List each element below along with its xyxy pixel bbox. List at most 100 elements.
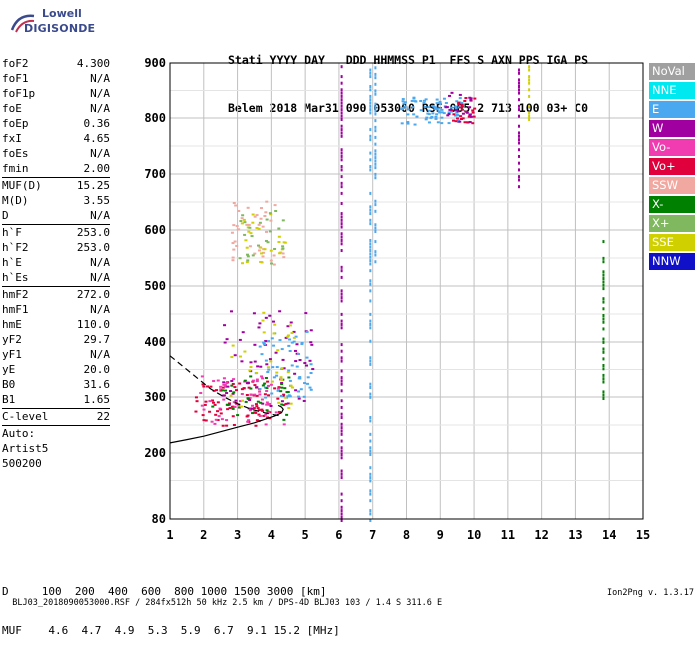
echo-point (369, 356, 372, 360)
echo-point (458, 93, 462, 96)
echo-point (270, 392, 274, 395)
echo-points (194, 65, 605, 522)
echo-point (244, 400, 248, 403)
echo-point (236, 414, 240, 417)
echo-point (374, 76, 377, 80)
echo-point (277, 240, 281, 243)
echo-point (278, 339, 282, 342)
echo-point (283, 396, 287, 399)
x-tick-label: 6 (335, 528, 342, 542)
echo-point (255, 419, 259, 422)
echo-point (427, 106, 431, 109)
echo-point (259, 217, 263, 220)
echo-point (340, 275, 343, 279)
echo-point (258, 221, 262, 224)
echo-point (374, 92, 377, 96)
echo-point (528, 81, 531, 85)
param-row: yF2 29.7 (2, 332, 110, 347)
echo-point (517, 185, 520, 189)
echo-point (455, 111, 459, 114)
echo-point (448, 94, 452, 97)
echo-point (369, 191, 372, 195)
x-tick-label: 2 (200, 528, 207, 542)
echo-point (229, 390, 233, 393)
echo-point (278, 310, 282, 313)
echo-point (271, 366, 275, 369)
echo-point (245, 382, 249, 385)
echo-point (369, 242, 372, 246)
autoscale-artist: Artist5 (2, 442, 49, 455)
echo-point (517, 71, 520, 75)
echo-point (438, 102, 442, 105)
param-name: h`E (2, 256, 22, 269)
echo-point (288, 379, 292, 382)
echo-point (401, 106, 405, 109)
echo-point (369, 255, 372, 259)
echo-point (283, 241, 287, 244)
echo-point (369, 101, 372, 105)
x-tick-label: 10 (467, 528, 481, 542)
echo-point (242, 218, 246, 221)
echo-point (369, 509, 372, 513)
echo-point (294, 360, 298, 363)
echo-point (602, 260, 605, 264)
echo-point (435, 108, 439, 111)
echo-point (253, 384, 257, 387)
echo-point (340, 492, 343, 496)
echo-point (340, 269, 343, 273)
echo-point (210, 420, 214, 423)
echo-point (340, 456, 343, 460)
echo-point (265, 218, 269, 221)
echo-point (243, 233, 247, 236)
echo-point (602, 287, 605, 291)
echo-point (369, 98, 372, 102)
legend-item: W (649, 120, 695, 137)
echo-point (340, 499, 343, 503)
echo-point (369, 88, 372, 92)
echo-point (410, 99, 414, 102)
param-value: N/A (90, 147, 110, 160)
echo-point (235, 403, 239, 406)
echo-point (305, 364, 309, 367)
echo-point (369, 208, 372, 212)
echo-point (249, 375, 253, 378)
echo-point (426, 112, 430, 115)
echo-point (280, 348, 284, 351)
echo-point (369, 416, 372, 420)
echo-point (459, 115, 463, 118)
param-row: hmF1 N/A (2, 302, 110, 317)
echo-point (468, 96, 472, 99)
echo-point (261, 225, 265, 228)
echo-point (267, 394, 271, 397)
echo-point (286, 335, 290, 338)
echo-point (517, 88, 520, 92)
echo-point (248, 398, 252, 401)
echo-point (245, 223, 249, 226)
echo-point (304, 312, 308, 315)
echo-point (369, 269, 372, 273)
echo-point (248, 397, 252, 400)
param-row: fmin 2.00 (2, 161, 110, 176)
echo-point (340, 453, 343, 456)
echo-point (406, 108, 410, 111)
echo-point (221, 394, 225, 397)
echo-point (374, 156, 377, 160)
echo-point (249, 232, 253, 235)
echo-point (282, 256, 286, 259)
echo-point (602, 393, 605, 397)
echo-point (473, 107, 477, 110)
echo-point (272, 344, 276, 347)
echo-point (447, 111, 451, 114)
echo-point (268, 212, 272, 215)
echo-point (369, 168, 372, 172)
echo-point (468, 120, 472, 123)
echo-point (400, 122, 404, 125)
echo-point (222, 398, 226, 401)
echo-point (241, 262, 245, 265)
echo-point (340, 101, 343, 105)
echo-point (340, 154, 343, 158)
echo-point (264, 316, 268, 319)
param-row: foF1p N/A (2, 86, 110, 101)
divider (2, 177, 110, 178)
echo-point (213, 403, 217, 406)
